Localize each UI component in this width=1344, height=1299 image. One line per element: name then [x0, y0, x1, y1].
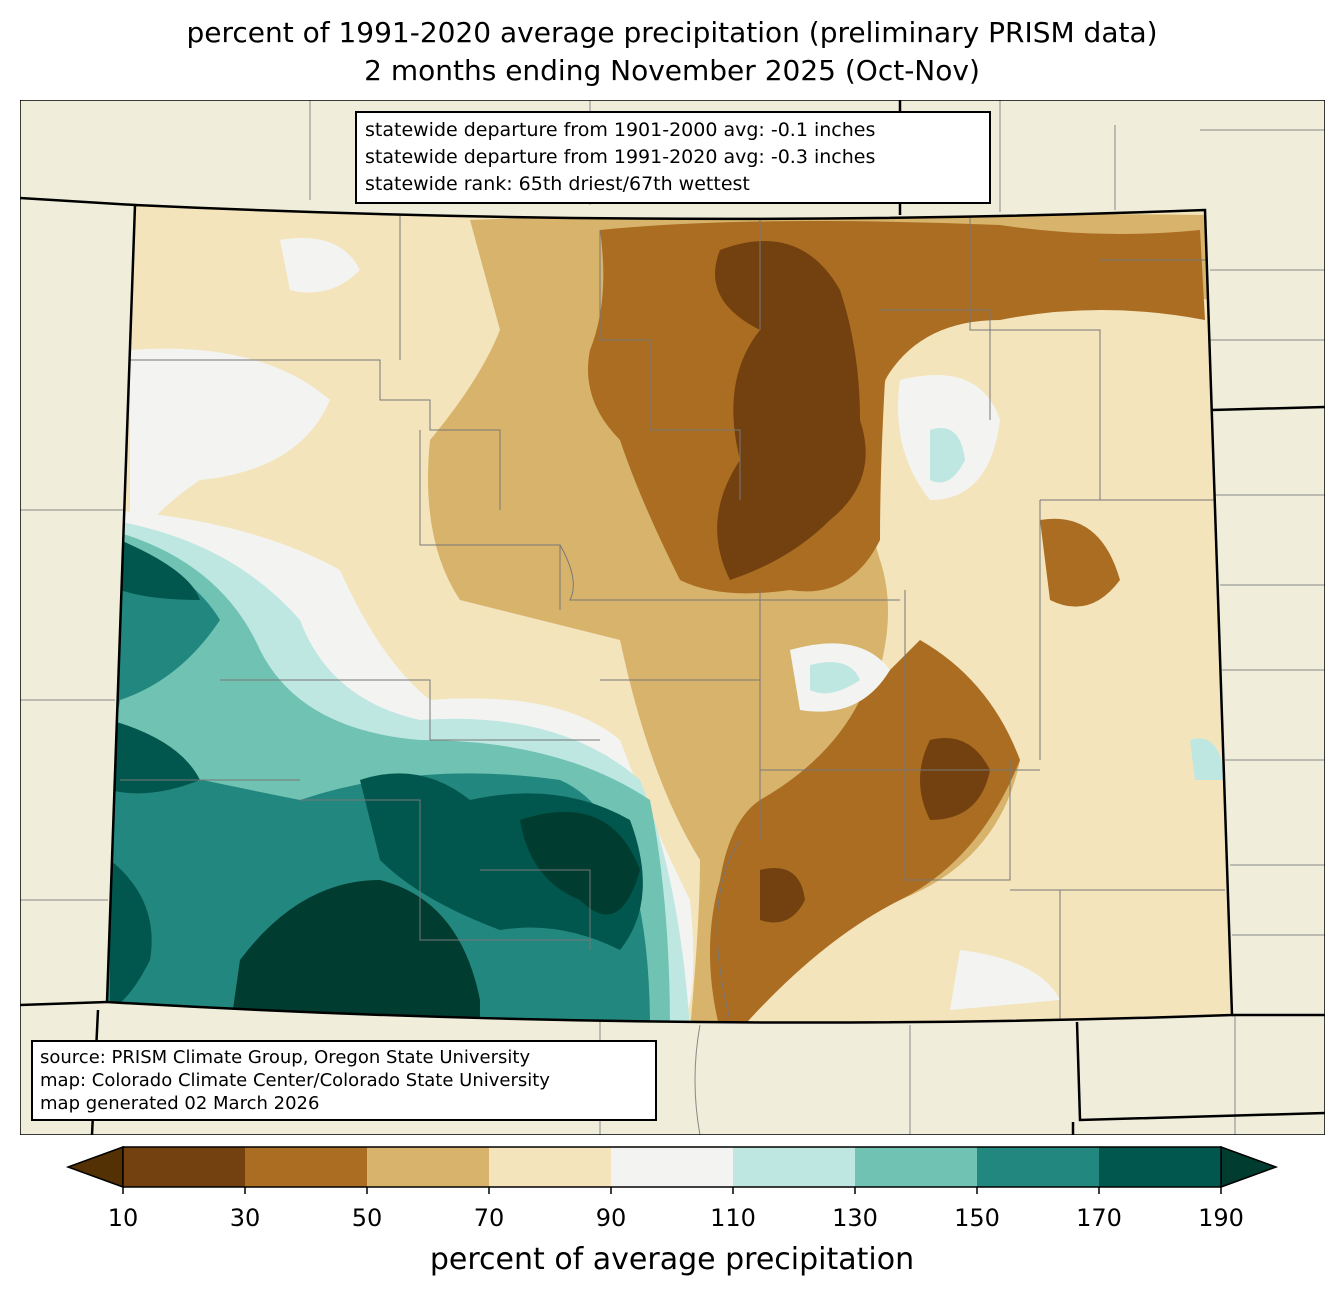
colorbar-tick-label: 10	[107, 1204, 139, 1232]
source-box: source: PRISM Climate Group, Oregon Stat…	[31, 1040, 657, 1121]
colorbar-tick-label: 150	[954, 1204, 1000, 1232]
title-line-2: 2 months ending November 2025 (Oct-Nov)	[364, 54, 980, 87]
colorado-border	[105, 203, 1234, 1024]
statewide-stats-box: statewide departure from 1901-2000 avg: …	[355, 111, 991, 204]
colorbar-tick-label: 30	[229, 1204, 261, 1232]
colorbar	[65, 1145, 1279, 1194]
title-line-1: percent of 1991-2020 average precipitati…	[186, 16, 1158, 49]
stats-line-1: statewide departure from 1901-2000 avg: …	[365, 119, 876, 141]
colorbar-label: percent of average precipitation	[429, 1242, 915, 1277]
colorbar-outline	[122, 1146, 1222, 1188]
county-lines	[120, 210, 1225, 1021]
colorbar-bin	[611, 1147, 734, 1187]
colorbar-bin	[367, 1147, 490, 1187]
colorbar-tick-label: 170	[1076, 1204, 1122, 1232]
colorbar-tick-label: 70	[473, 1204, 505, 1232]
colorbar-under-arrow	[65, 1145, 124, 1189]
precipitation-field	[107, 205, 1232, 1023]
stats-line-2: statewide departure from 1991-2020 avg: …	[365, 146, 876, 168]
stats-line-3: statewide rank: 65th driest/67th wettest	[365, 173, 750, 195]
colorbar-bin	[245, 1147, 368, 1187]
colorbar-bin	[123, 1147, 246, 1187]
colorbar-bin	[489, 1147, 612, 1187]
colorbar-bin	[1099, 1147, 1222, 1187]
colorbar-tick-label: 130	[832, 1204, 878, 1232]
colorbar-bin	[855, 1147, 978, 1187]
colorbar-tick-label: 50	[351, 1204, 383, 1232]
colorbar-bin	[977, 1147, 1100, 1187]
source-line-3: map generated 02 March 2026	[40, 1093, 320, 1114]
colorbar-tick-label: 190	[1198, 1204, 1244, 1232]
source-line-2: map: Colorado Climate Center/Colorado St…	[40, 1070, 550, 1091]
colorbar-tick-label: 90	[595, 1204, 627, 1232]
colorbar-tick-label: 110	[710, 1204, 756, 1232]
precipitation-map	[20, 100, 1325, 1135]
colorbar-bin	[733, 1147, 856, 1187]
source-line-1: source: PRISM Climate Group, Oregon Stat…	[40, 1047, 531, 1068]
colorbar-over-arrow	[1220, 1145, 1279, 1189]
